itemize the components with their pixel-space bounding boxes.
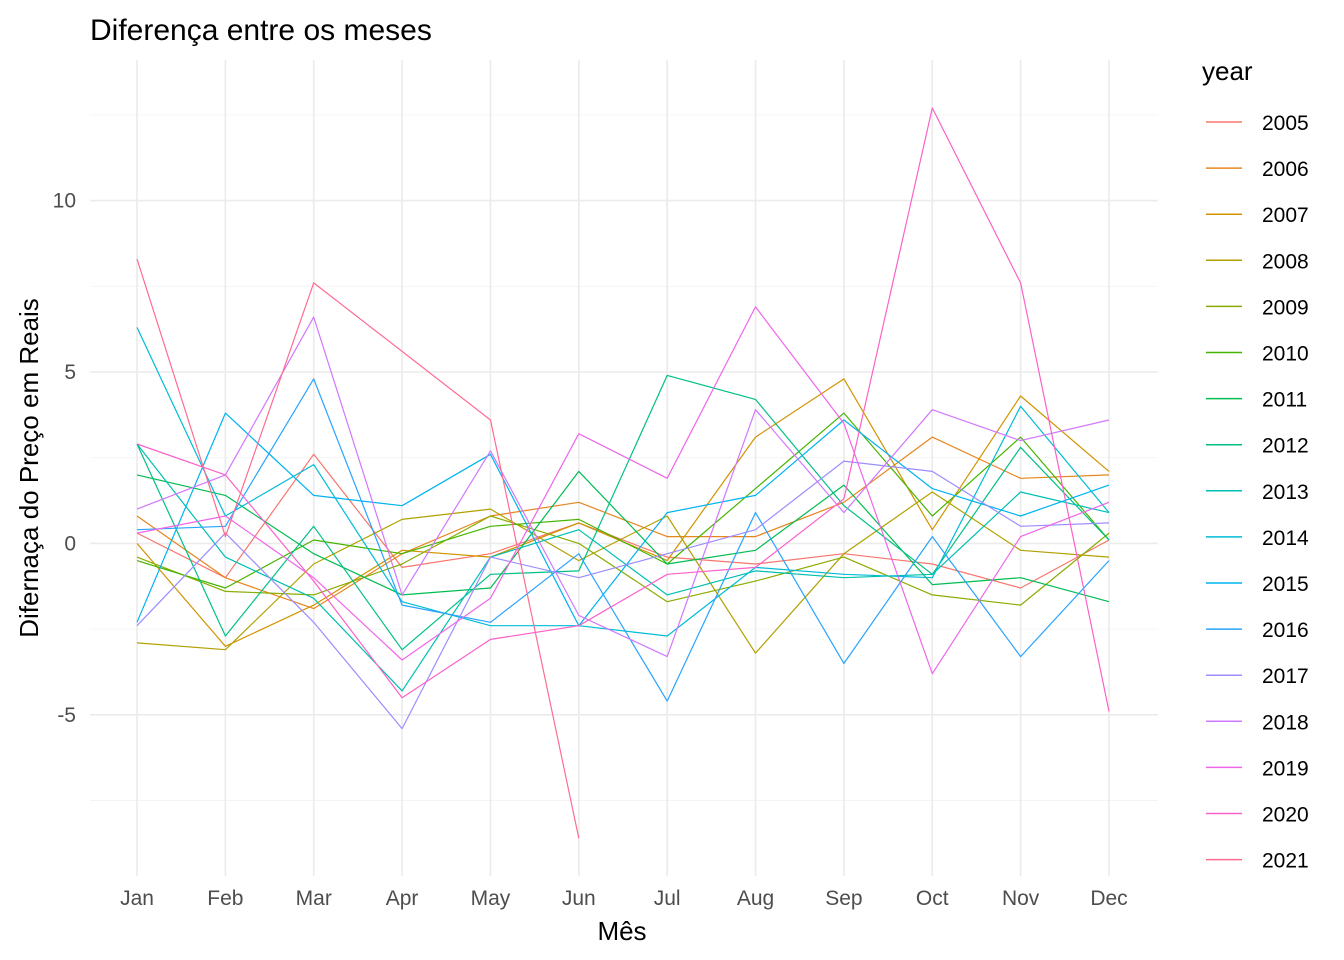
series-line-2017 xyxy=(136,460,1110,730)
grid xyxy=(90,60,1158,876)
series-line-2016 xyxy=(136,378,1110,702)
series-line-2018 xyxy=(136,316,1110,658)
y-tick-label: 5 xyxy=(64,361,76,384)
legend-label: 2019 xyxy=(1262,757,1309,780)
series-line-2009 xyxy=(136,515,1110,606)
series-line-2010 xyxy=(136,412,1110,589)
legend-label: 2016 xyxy=(1262,619,1309,642)
legend-label: 2007 xyxy=(1262,204,1309,227)
legend-label: 2020 xyxy=(1262,804,1309,827)
x-tick-label: May xyxy=(471,887,511,910)
x-tick-label: Feb xyxy=(207,887,243,910)
x-tick-label: Aug xyxy=(737,887,774,910)
legend-label: 2006 xyxy=(1262,158,1309,181)
series-line-2014 xyxy=(136,327,1110,637)
x-tick-label: Apr xyxy=(386,887,419,910)
y-tick-label: 10 xyxy=(53,190,76,213)
legend-label: 2008 xyxy=(1262,250,1309,273)
x-axis-title: Mês xyxy=(597,916,646,946)
series-line-2013 xyxy=(136,443,1110,692)
y-axis-title: Difernaça do Preço em Reais xyxy=(14,298,44,638)
y-tick-label: -5 xyxy=(57,704,76,727)
legend-label: 2018 xyxy=(1262,711,1309,734)
series-line-2019 xyxy=(136,306,1110,675)
x-tick-label: Oct xyxy=(916,887,949,910)
x-tick-label: Jul xyxy=(654,887,681,910)
series-lines xyxy=(136,107,1110,839)
legend-label: 2014 xyxy=(1262,527,1309,550)
x-axis-ticks: Jan Feb Mar Apr May Jun Jul Aug Sep Oct Nov Dec xyxy=(120,887,1128,910)
y-tick-label: 0 xyxy=(64,532,76,555)
legend-label: 2010 xyxy=(1262,343,1309,366)
legend-title: year xyxy=(1202,56,1253,86)
legend-label: 2015 xyxy=(1262,573,1309,596)
series-line-2005 xyxy=(136,453,1110,589)
legend-label: 2012 xyxy=(1262,435,1309,458)
legend-label: 2011 xyxy=(1262,389,1307,412)
y-axis-ticks: -5 0 5 10 xyxy=(53,190,76,727)
legend-label: 2021 xyxy=(1262,850,1309,873)
series-line-2008 xyxy=(136,491,1110,654)
x-tick-label: Dec xyxy=(1090,887,1127,910)
x-tick-label: Jan xyxy=(120,887,154,910)
series-line-2020 xyxy=(136,107,1110,712)
legend-label: 2005 xyxy=(1262,112,1309,135)
series-line-2021 xyxy=(136,258,580,839)
x-tick-label: Jun xyxy=(562,887,596,910)
series-line-2012 xyxy=(136,374,1110,651)
x-tick-label: Mar xyxy=(296,887,332,910)
series-line-2006 xyxy=(136,436,1110,610)
legend-label: 2013 xyxy=(1262,481,1309,504)
legend-label: 2009 xyxy=(1262,296,1309,319)
series-line-2015 xyxy=(136,412,1110,627)
legend: year 2005 2006 2007 2008 2009 2010 2011 2012 201… xyxy=(1202,56,1309,873)
legend-label: 2017 xyxy=(1262,665,1309,688)
x-tick-label: Sep xyxy=(825,887,862,910)
x-tick-label: Nov xyxy=(1002,887,1040,910)
chart-title: Diferença entre os meses xyxy=(90,14,432,47)
